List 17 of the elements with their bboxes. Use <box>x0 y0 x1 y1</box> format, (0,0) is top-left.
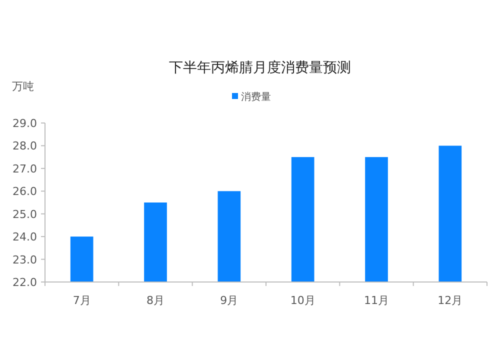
y-axis-title: 万吨 <box>12 80 34 93</box>
y-tick-label: 27.0 <box>12 162 37 176</box>
y-tick-label: 26.0 <box>12 185 37 198</box>
x-tick-label: 9月 <box>220 294 238 307</box>
y-tick-label: 23.0 <box>12 253 37 266</box>
y-tick-label: 28.0 <box>12 140 37 153</box>
legend-label: 消费量 <box>241 91 271 103</box>
x-tick-label: 11月 <box>364 294 389 307</box>
x-tick-label: 7月 <box>72 294 91 307</box>
y-tick-label: 22.0 <box>12 276 37 289</box>
x-tick-label: 8月 <box>146 294 164 307</box>
x-tick-label: 10月 <box>290 294 316 307</box>
y-tick-label: 29.0 <box>12 117 37 130</box>
chart-title: 下半年丙烯腈月度消费量预测 <box>169 60 351 76</box>
y-tick-label: 24.0 <box>12 230 37 244</box>
y-tick-label: 25.0 <box>12 208 37 221</box>
x-tick-label: 12月 <box>438 294 463 307</box>
